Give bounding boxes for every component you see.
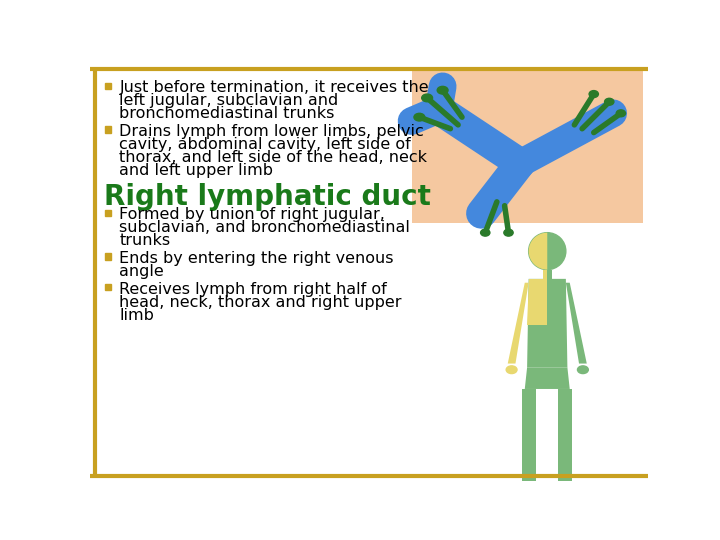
Ellipse shape xyxy=(437,86,448,94)
Ellipse shape xyxy=(616,110,626,117)
Text: Receives lymph from right half of: Receives lymph from right half of xyxy=(120,282,387,297)
Text: left jugular, subclavian and: left jugular, subclavian and xyxy=(120,93,338,109)
Text: cavity, abdominal cavity, left side of: cavity, abdominal cavity, left side of xyxy=(120,137,411,152)
Text: Ends by entering the right venous: Ends by entering the right venous xyxy=(120,251,394,266)
Polygon shape xyxy=(543,269,552,279)
Text: angle: angle xyxy=(120,264,164,279)
Polygon shape xyxy=(412,71,644,222)
Text: thorax, and left side of the head, neck: thorax, and left side of the head, neck xyxy=(120,150,428,165)
Bar xyxy=(104,284,111,291)
Polygon shape xyxy=(508,283,528,363)
Bar xyxy=(104,83,111,89)
Circle shape xyxy=(528,233,566,269)
Ellipse shape xyxy=(504,229,513,236)
Polygon shape xyxy=(566,283,587,363)
Ellipse shape xyxy=(414,113,425,121)
Text: Formed by union of right jugular,: Formed by union of right jugular, xyxy=(120,207,385,222)
Text: Right lymphatic duct: Right lymphatic duct xyxy=(104,183,431,211)
Polygon shape xyxy=(527,279,567,367)
Polygon shape xyxy=(525,367,570,389)
Wedge shape xyxy=(528,233,547,269)
Text: Just before termination, it receives the: Just before termination, it receives the xyxy=(120,80,429,95)
Polygon shape xyxy=(543,269,547,279)
Text: Drains lymph from lower limbs, pelvic: Drains lymph from lower limbs, pelvic xyxy=(120,124,424,139)
Ellipse shape xyxy=(422,94,433,102)
Polygon shape xyxy=(527,279,547,325)
Ellipse shape xyxy=(481,229,490,236)
Text: trunks: trunks xyxy=(120,233,171,248)
Polygon shape xyxy=(554,493,575,502)
Bar xyxy=(104,126,111,132)
Bar xyxy=(104,210,111,215)
Bar xyxy=(104,253,111,260)
Text: subclavian, and bronchomediastinal: subclavian, and bronchomediastinal xyxy=(120,220,410,235)
Text: and left upper limb: and left upper limb xyxy=(120,164,274,178)
Polygon shape xyxy=(519,493,541,502)
Ellipse shape xyxy=(506,366,517,374)
Polygon shape xyxy=(523,389,536,493)
Ellipse shape xyxy=(589,91,598,98)
Ellipse shape xyxy=(577,366,588,374)
Text: bronchomediastinal trunks: bronchomediastinal trunks xyxy=(120,106,335,122)
Text: head, neck, thorax and right upper: head, neck, thorax and right upper xyxy=(120,295,402,310)
Text: limb: limb xyxy=(120,308,154,323)
Ellipse shape xyxy=(605,98,614,105)
Polygon shape xyxy=(558,389,572,493)
